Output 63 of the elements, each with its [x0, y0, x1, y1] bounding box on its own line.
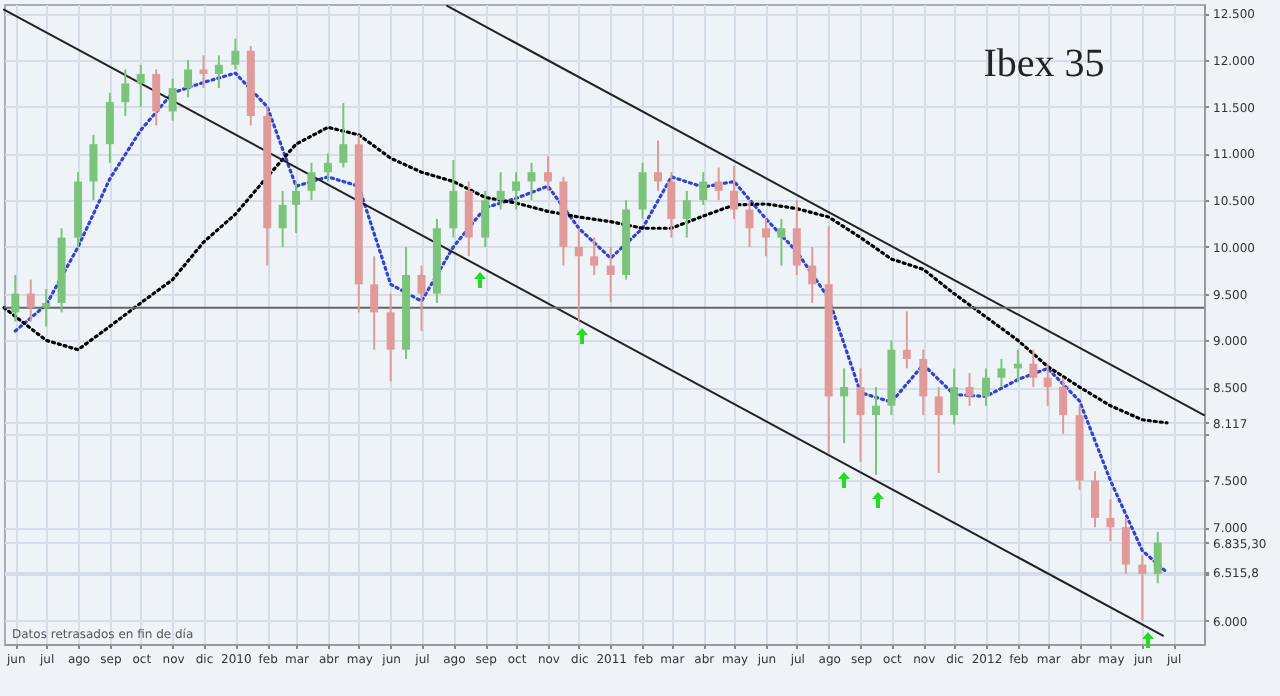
candlestick	[496, 171, 505, 211]
candlestick	[231, 37, 240, 71]
candlestick	[339, 102, 348, 169]
candlestick	[919, 348, 928, 417]
candlestick	[417, 264, 426, 333]
candlestick	[1153, 530, 1162, 585]
candlestick	[714, 166, 723, 202]
candlestick	[481, 189, 490, 248]
candlestick	[653, 139, 662, 192]
candlestick	[1059, 376, 1068, 435]
candlestick	[527, 161, 536, 202]
candlestick	[464, 180, 473, 258]
candlestick	[42, 287, 51, 328]
candlestick	[136, 63, 145, 108]
candlestick	[638, 161, 647, 220]
candlestick	[997, 358, 1006, 389]
candlestick	[950, 367, 959, 426]
candlestick	[699, 171, 708, 206]
candlestick	[199, 54, 208, 90]
candlestick	[105, 91, 114, 164]
candlestick	[606, 245, 615, 304]
candlestick	[982, 367, 991, 407]
candlestick	[871, 386, 880, 476]
candlestick	[449, 159, 458, 239]
candlestick	[856, 367, 865, 463]
candlestick	[323, 152, 332, 183]
candlestick	[808, 245, 817, 304]
candlestick	[26, 278, 35, 323]
candlestick	[777, 217, 786, 267]
candlestick	[386, 292, 395, 383]
candlestick	[1043, 362, 1052, 407]
candlestick	[1091, 470, 1099, 529]
candlestick	[1106, 498, 1115, 543]
candlestick	[121, 68, 130, 118]
candlestick	[1029, 348, 1038, 389]
candlestick	[840, 367, 849, 445]
candlestick	[11, 273, 20, 323]
candlestick	[1121, 516, 1130, 575]
candlestick	[152, 68, 161, 127]
candlestick	[761, 217, 770, 258]
candlestick	[184, 59, 193, 99]
line-series	[2, 125, 1169, 425]
candlestick	[792, 199, 801, 276]
text: Ibex 35	[983, 42, 1105, 86]
candlestick	[902, 310, 911, 370]
candlestick	[292, 180, 301, 234]
candlestick	[512, 171, 521, 211]
candlestick	[730, 164, 739, 220]
candlestick	[934, 386, 943, 475]
candlestick	[965, 372, 974, 407]
candlestick	[307, 161, 316, 202]
candlestick	[214, 54, 223, 90]
candlestick	[667, 171, 676, 239]
candlestick	[574, 227, 583, 322]
candlestick	[168, 77, 177, 122]
candlestick	[89, 133, 98, 202]
candlestick	[543, 155, 552, 192]
candlestick	[278, 189, 287, 248]
candlestick	[682, 189, 691, 239]
candlestick	[1138, 554, 1147, 622]
candlestick	[590, 236, 599, 276]
candlestick	[745, 199, 754, 248]
candlestick	[370, 255, 379, 351]
